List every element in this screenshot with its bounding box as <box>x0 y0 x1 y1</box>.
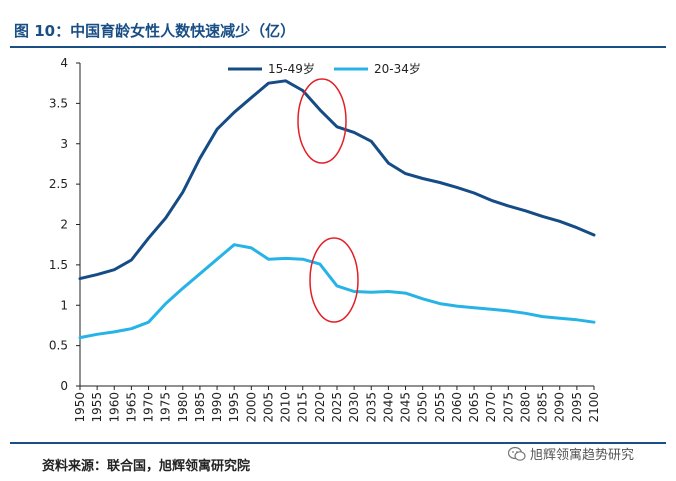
x-tick-label: 2025 <box>330 392 344 423</box>
axes: 0 0.5 1 1.5 2 2.5 3 3.5 4 1950 1955 1960 1965 1970 197… <box>49 56 601 423</box>
highlight-circle <box>297 78 347 164</box>
legend: 15-49岁 20-34岁 <box>228 61 421 76</box>
figure-title: 图 10：中国育龄女性人数快速减少（亿） <box>14 22 296 40</box>
x-tick-label: 1990 <box>210 392 224 423</box>
y-tick-label: 0 <box>60 379 68 393</box>
series-lines <box>78 79 596 340</box>
x-tick-label: 1965 <box>124 392 138 423</box>
x-tick-label: 1960 <box>107 392 121 423</box>
x-tick-label: 1985 <box>193 392 207 423</box>
x-tick-label: 2045 <box>399 392 413 423</box>
series-line-20-34 <box>78 243 596 340</box>
x-tick-label: 1950 <box>73 392 87 423</box>
x-tick-label: 2000 <box>244 392 258 423</box>
title-divider <box>10 46 666 48</box>
x-tick-label: 1995 <box>227 392 241 423</box>
highlight-circle <box>309 237 359 323</box>
x-tick-label: 1955 <box>90 392 104 423</box>
x-tick-label: 1970 <box>142 392 156 423</box>
x-tick-label: 2020 <box>313 392 327 423</box>
x-tick-label: 2015 <box>296 392 310 423</box>
x-tick-label: 2065 <box>467 392 481 423</box>
y-tick-label: 3.5 <box>49 96 68 110</box>
source-note: 资料来源：联合国，旭辉领寓研究院 <box>42 459 251 474</box>
y-tick-label: 3 <box>60 137 68 151</box>
x-tick-label: 2040 <box>381 392 395 423</box>
annotations <box>297 78 359 323</box>
x-tick-label: 2095 <box>570 392 584 423</box>
series-line-15-49 <box>78 79 596 281</box>
x-tick-label: 1975 <box>159 392 173 423</box>
x-tick-label: 2085 <box>536 392 550 423</box>
y-tick-label: 1.5 <box>49 258 68 272</box>
x-tick-label: 2055 <box>433 392 447 423</box>
x-tick-label: 2075 <box>501 392 515 423</box>
y-tick-label: 2.5 <box>49 177 68 191</box>
wechat-icon <box>508 446 526 461</box>
x-tick-label: 2005 <box>261 392 275 423</box>
y-tick-label: 2 <box>60 218 68 232</box>
x-tick-label: 2035 <box>364 392 378 423</box>
x-tick-label: 2090 <box>553 392 567 423</box>
y-tick-label: 1 <box>60 298 68 312</box>
y-tick-label: 0.5 <box>49 339 68 353</box>
legend-label: 15-49岁 <box>268 61 315 76</box>
x-tick-label: 2010 <box>279 392 293 423</box>
x-tick-label: 2060 <box>450 392 464 423</box>
x-tick-label: 1980 <box>176 392 190 423</box>
watermark: 旭辉领寓趋势研究 <box>508 444 634 463</box>
x-tick-label: 2050 <box>416 392 430 423</box>
y-tick-label: 4 <box>60 56 68 70</box>
footer-divider <box>10 442 666 444</box>
x-tick-label: 2100 <box>587 392 601 423</box>
legend-label: 20-34岁 <box>374 61 421 76</box>
x-tick-label: 2030 <box>347 392 361 423</box>
x-tick-label: 2070 <box>484 392 498 423</box>
watermark-text: 旭辉领寓趋势研究 <box>530 448 635 463</box>
x-tick-label: 2080 <box>518 392 532 423</box>
